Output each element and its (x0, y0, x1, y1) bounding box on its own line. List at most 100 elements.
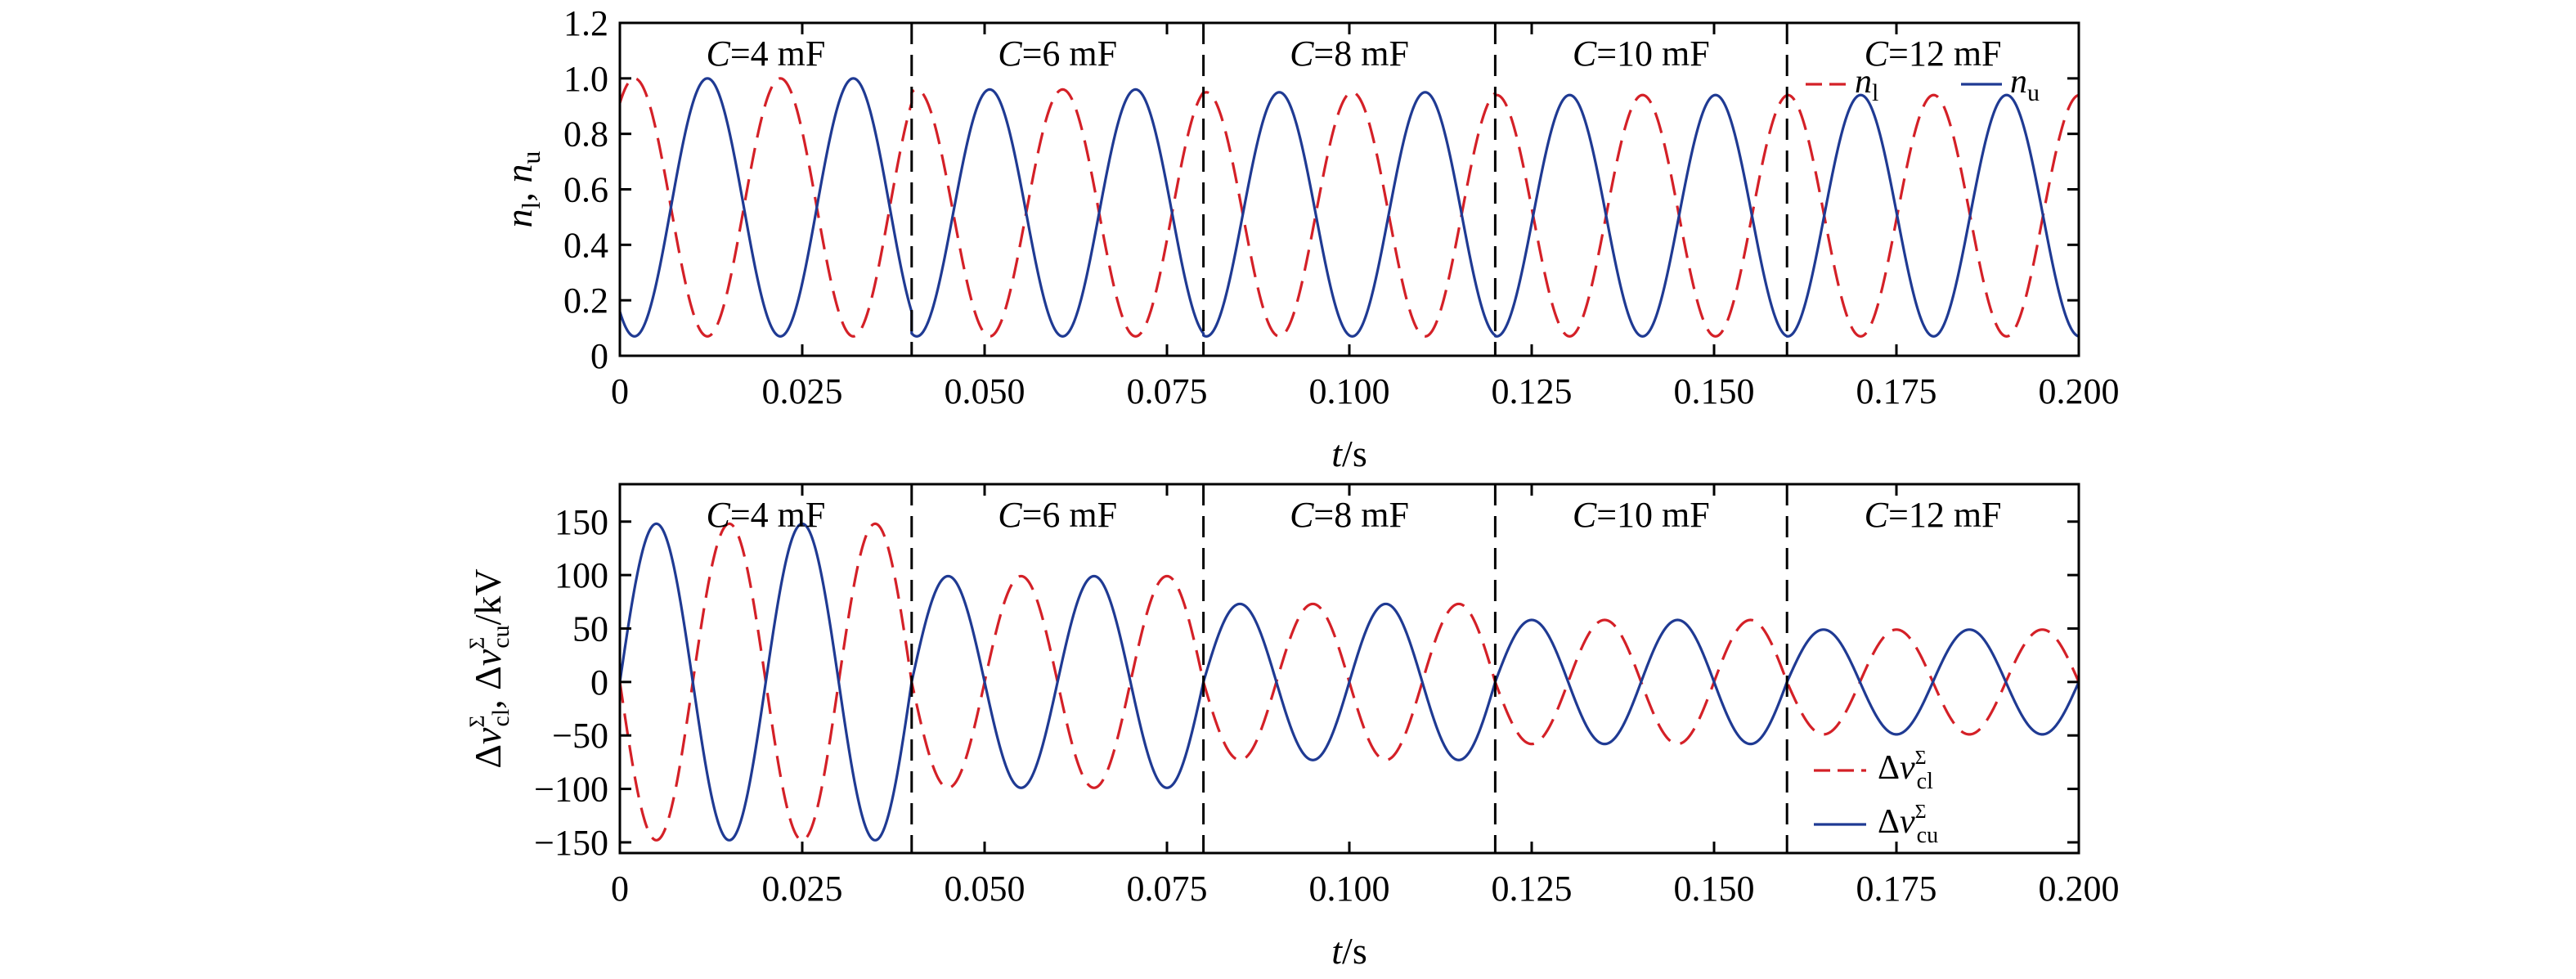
segment-label-var: C (706, 34, 730, 74)
x-tick-label: 0.075 (1127, 869, 1208, 909)
y-tick-label: 0.4 (563, 225, 608, 265)
y-title-var: n (498, 164, 540, 183)
y-tick-label: 0.6 (563, 170, 608, 210)
x-axis-title-var: t (1331, 433, 1343, 474)
x-axis-title-var: t (1331, 930, 1343, 972)
segment-label: C=12 mF (1865, 495, 2002, 535)
segment-label-var: C (1573, 34, 1597, 74)
x-tick-label: 0 (611, 869, 629, 909)
legend-label: ΔvΣ cl (1878, 748, 1933, 794)
segment-label-text: =4 mF (730, 495, 826, 535)
y-title-sep: , Δ (467, 666, 509, 709)
legend-sub: cu (1917, 823, 1938, 848)
legend-sub: u (2027, 79, 2040, 106)
segment-label: C=8 mF (1290, 495, 1409, 535)
y-title-var: v (467, 649, 509, 666)
legend-sup: Σ (1915, 802, 1927, 823)
segment-label: C=6 mF (998, 495, 1117, 535)
legend: nl nu (1806, 63, 2040, 106)
x-tick-label: 0.050 (945, 869, 1025, 909)
series-line-upper (620, 522, 2079, 842)
segment-label-var: C (706, 495, 730, 535)
x-axis-title-unit: /s (1342, 930, 1367, 972)
series-group (620, 77, 2079, 338)
y-title-var: v (467, 727, 509, 744)
y-title-sub: u (516, 151, 545, 164)
y-tick-label: −150 (534, 823, 608, 863)
y-tick-label: 0 (590, 336, 608, 376)
x-tick-label: 0.150 (1674, 869, 1755, 909)
y-tick-label: −100 (534, 770, 608, 810)
x-tick-label: 0.200 (2039, 869, 2120, 909)
series-group (620, 522, 2079, 842)
segment-label-var: C (1290, 34, 1314, 74)
legend-label: nl (1855, 63, 1878, 106)
segment-label: C=10 mF (1573, 495, 1710, 535)
segment-label-text: =6 mF (1022, 495, 1118, 535)
legend-prefix: Δ (1878, 749, 1900, 787)
legend-var: v (1900, 749, 1915, 787)
y-title-sub: l (516, 201, 545, 209)
segment-label-var: C (998, 495, 1022, 535)
y-title-var: n (498, 209, 540, 227)
segment-label: C=10 mF (1573, 34, 1710, 74)
segment-label-text: =4 mF (730, 34, 826, 74)
y-title-sep: , (498, 183, 540, 202)
x-axis-title: t/s (1331, 930, 1367, 972)
segment-label-text: =10 mF (1596, 495, 1710, 535)
x-tick-label: 0.175 (1856, 869, 1937, 909)
y-tick-label: 150 (554, 502, 608, 542)
legend-prefix: Δ (1878, 803, 1900, 841)
segment-label: C=12 mF (1865, 34, 2002, 74)
x-axis-title: t/s (1331, 433, 1367, 474)
x-tick-label: 0.025 (762, 869, 843, 909)
segment-label-text: =12 mF (1888, 34, 2002, 74)
y-tick-label: 50 (572, 609, 608, 649)
segment-label-var: C (1865, 34, 1889, 74)
legend-sub: cl (1917, 769, 1933, 794)
y-title-sub: cl (487, 709, 514, 727)
lower-plot: 0 0.025 0.050 0.075 0.100 0.125 0.150 0.175 0.20… (465, 483, 2120, 972)
x-tick-label: 0.175 (1856, 371, 1937, 411)
x-tick-label: 0.100 (1309, 371, 1390, 411)
segment-label: C=4 mF (706, 34, 825, 74)
y-title-sup: Σ (465, 715, 489, 727)
y-title-sub: cu (487, 625, 514, 648)
y-tick-label: 0 (590, 662, 608, 703)
y-tick-label: −50 (552, 716, 608, 756)
segment-label-text: =6 mF (1022, 34, 1118, 74)
y-title-delta: Δ (467, 744, 509, 769)
plot-frame (618, 483, 2080, 855)
y-tick-label: 1.2 (563, 3, 608, 43)
x-axis-title-unit: /s (1342, 433, 1367, 474)
segment-label-var: C (998, 34, 1022, 74)
x-tick-label: 0.125 (1492, 869, 1573, 909)
legend-var: n (1855, 63, 1872, 101)
y-tick-label: 0.2 (563, 281, 608, 321)
series-line-upper (620, 77, 2079, 338)
y-tick-label: 1.0 (563, 59, 608, 99)
segment-label-var: C (1290, 495, 1314, 535)
segment-label-text: =8 mF (1313, 495, 1409, 535)
y-axis-title: ΔvΣcl, ΔvΣcu/kV (465, 568, 514, 768)
legend-sub: l (1872, 79, 1878, 106)
x-tick-label: 0 (611, 371, 629, 411)
y-axis-title: nl, nu (498, 151, 545, 228)
segment-label: C=4 mF (706, 495, 825, 535)
y-tick-label: 100 (554, 555, 608, 595)
upper-plot: 0 0.025 0.050 0.075 0.100 0.125 0.150 0.175 0.20… (498, 3, 2120, 474)
x-tick-label: 0.100 (1309, 869, 1390, 909)
segment-label-text: =8 mF (1313, 34, 1409, 74)
x-tick-label: 0.200 (2039, 371, 2120, 411)
segment-label-text: =10 mF (1596, 34, 1710, 74)
segment-label-var: C (1573, 495, 1597, 535)
x-tick-label: 0.125 (1492, 371, 1573, 411)
y-title-unit: /kV (467, 568, 509, 625)
x-tick-label: 0.075 (1127, 371, 1208, 411)
x-tick-label: 0.150 (1674, 371, 1755, 411)
legend-label: nu (2010, 63, 2040, 106)
series-line-lower (620, 77, 2079, 338)
legend-label: ΔvΣ cu (1878, 802, 1938, 848)
